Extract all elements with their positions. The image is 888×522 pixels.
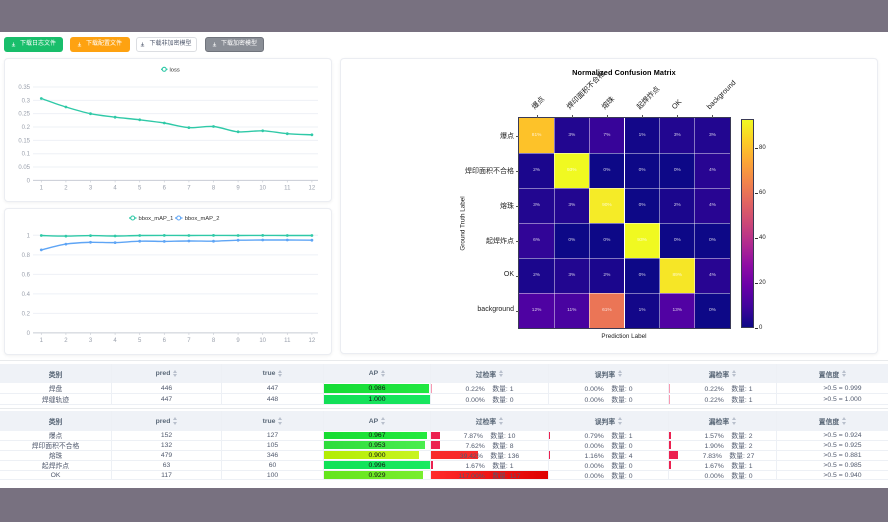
svg-text:0.15: 0.15 [18,138,30,144]
svg-text:0.05: 0.05 [18,165,30,171]
svg-text:8: 8 [212,338,216,344]
svg-text:11: 11 [284,338,291,344]
svg-text:6: 6 [163,185,167,191]
svg-text:0: 0 [27,178,31,184]
svg-text:4: 4 [113,338,117,344]
svg-text:9: 9 [236,338,240,344]
svg-text:5: 5 [138,338,142,344]
svg-text:0.2: 0.2 [22,125,31,131]
svg-text:5: 5 [138,185,142,191]
svg-text:2: 2 [64,338,68,344]
svg-text:1: 1 [40,185,44,191]
svg-text:0.1: 0.1 [22,151,31,157]
svg-text:3: 3 [89,185,93,191]
svg-text:0.3: 0.3 [22,98,31,104]
svg-text:0.2: 0.2 [22,311,31,317]
svg-text:12: 12 [309,338,316,344]
svg-text:bbox_mAP_2: bbox_mAP_2 [185,216,220,222]
svg-text:7: 7 [187,338,191,344]
svg-text:0.6: 0.6 [22,272,31,278]
svg-text:1: 1 [27,233,31,239]
svg-text:0.25: 0.25 [18,111,30,117]
svg-text:0.8: 0.8 [22,252,31,258]
svg-text:7: 7 [187,185,191,191]
svg-text:11: 11 [284,185,291,191]
svg-text:10: 10 [259,338,266,344]
svg-text:10: 10 [259,185,266,191]
svg-text:3: 3 [89,338,93,344]
svg-text:1: 1 [40,338,44,344]
svg-text:9: 9 [236,185,240,191]
svg-text:2: 2 [64,185,68,191]
svg-text:0: 0 [27,330,31,336]
svg-text:0.4: 0.4 [22,291,31,297]
svg-text:6: 6 [163,338,167,344]
svg-text:loss: loss [170,67,180,73]
svg-text:4: 4 [113,185,117,191]
svg-text:0.35: 0.35 [18,85,30,91]
svg-text:8: 8 [212,185,216,191]
svg-text:12: 12 [309,185,316,191]
svg-text:bbox_mAP_1: bbox_mAP_1 [139,216,174,222]
